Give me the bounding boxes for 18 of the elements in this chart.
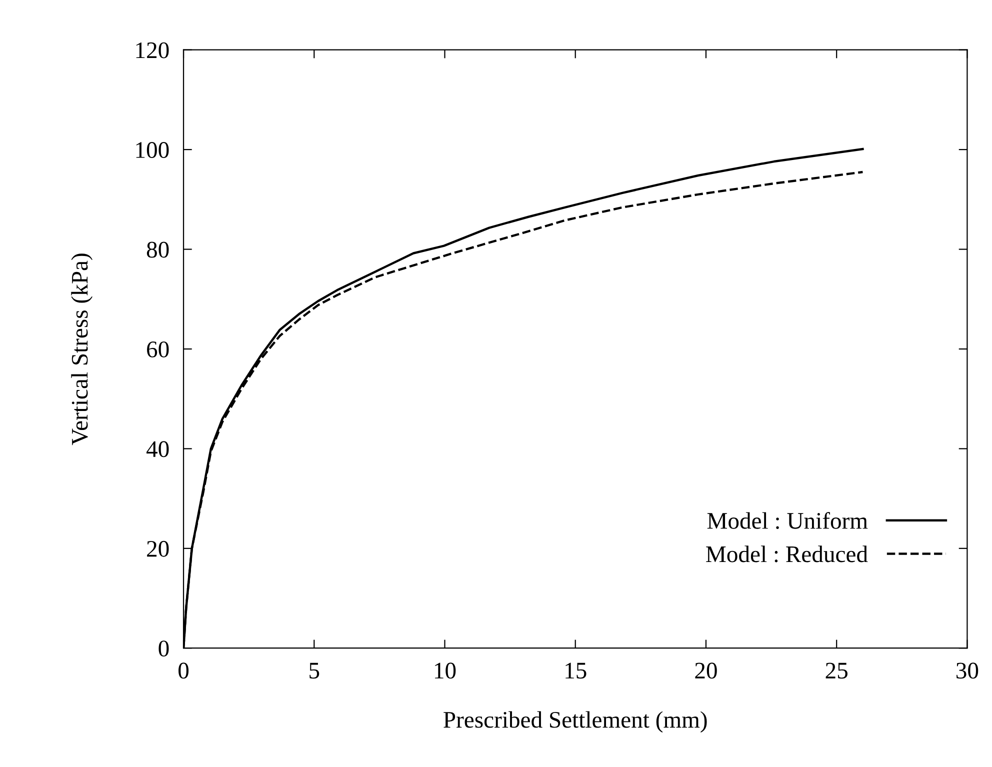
x-tick-label: 20	[695, 662, 717, 679]
x-tick-label: 15	[566, 662, 586, 679]
x-tick-label: 10	[435, 662, 456, 679]
x-tick-label: 30	[956, 662, 978, 679]
y-axis-title: Vertical Stress (kPa)	[71, 254, 93, 446]
x-axis-title: Prescribed Settlement (mm)	[444, 711, 707, 733]
x-tick-label: 0	[178, 662, 189, 679]
legend-label: Model : Reduced	[706, 546, 868, 562]
y-tick-label: 120	[136, 42, 169, 58]
y-tick-label: 20	[147, 540, 169, 557]
x-tick-label: 25	[826, 662, 848, 679]
y-tick-label: 80	[146, 242, 169, 258]
y-tick-label: 100	[136, 142, 169, 158]
y-tick-label: 0	[158, 640, 169, 657]
legend-label: Model : Uniform	[707, 512, 868, 529]
y-tick-label: 60	[147, 341, 169, 358]
y-tick-label: 40	[146, 441, 169, 458]
x-tick-label: 5	[310, 662, 320, 679]
